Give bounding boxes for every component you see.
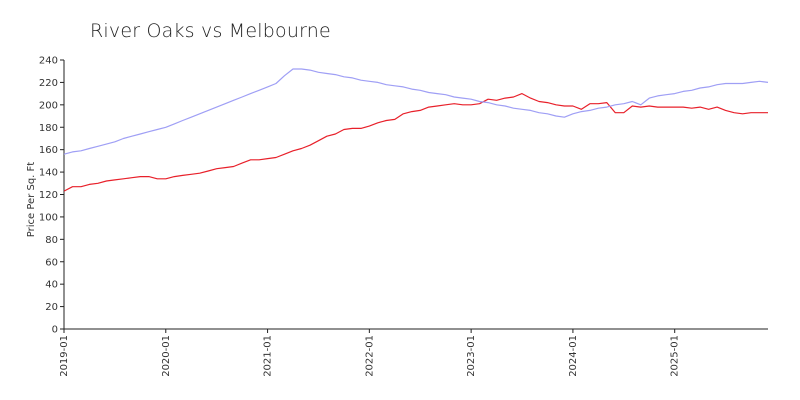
x-axis: 2019-01 2020-01 2021-01 2022-01 2023-01 2024-… [59,328,768,377]
y-tick-label: 220 [39,78,58,89]
y-axis: 0 20 40 60 80 100 120 140 160 180 200 220 240 [39,56,65,336]
y-tick-label: 160 [39,145,58,156]
y-tick-label: 120 [39,190,58,201]
y-tick-label: 140 [39,168,58,179]
y-tick-label: 180 [39,123,58,134]
x-tick-label: 2019-01 [59,335,70,377]
chart-title: River Oaks vs Melbourne [90,20,331,42]
series-layer [63,68,769,192]
x-tick-label: 2021-01 [263,335,274,377]
y-tick-label: 240 [39,56,58,67]
x-tick-label: 2025-01 [670,335,681,377]
x-tick-label: 2024-01 [568,335,579,377]
y-tick-label: 200 [39,100,58,111]
y-tick-label: 0 [52,325,58,336]
y-tick-label: 60 [45,257,58,268]
x-tick-label: 2020-01 [161,335,172,377]
series-line-1 [63,92,768,192]
y-tick-label: 40 [45,280,58,291]
y-tick-label: 20 [45,302,58,313]
x-tick-label: 2023-01 [466,335,477,377]
y-axis-label: Price Per Sq. Ft [26,162,37,237]
x-tick-label: 2022-01 [364,335,375,377]
y-tick-label: 100 [39,212,58,223]
series-line-2 [63,68,769,155]
y-tick-label: 80 [45,235,58,246]
